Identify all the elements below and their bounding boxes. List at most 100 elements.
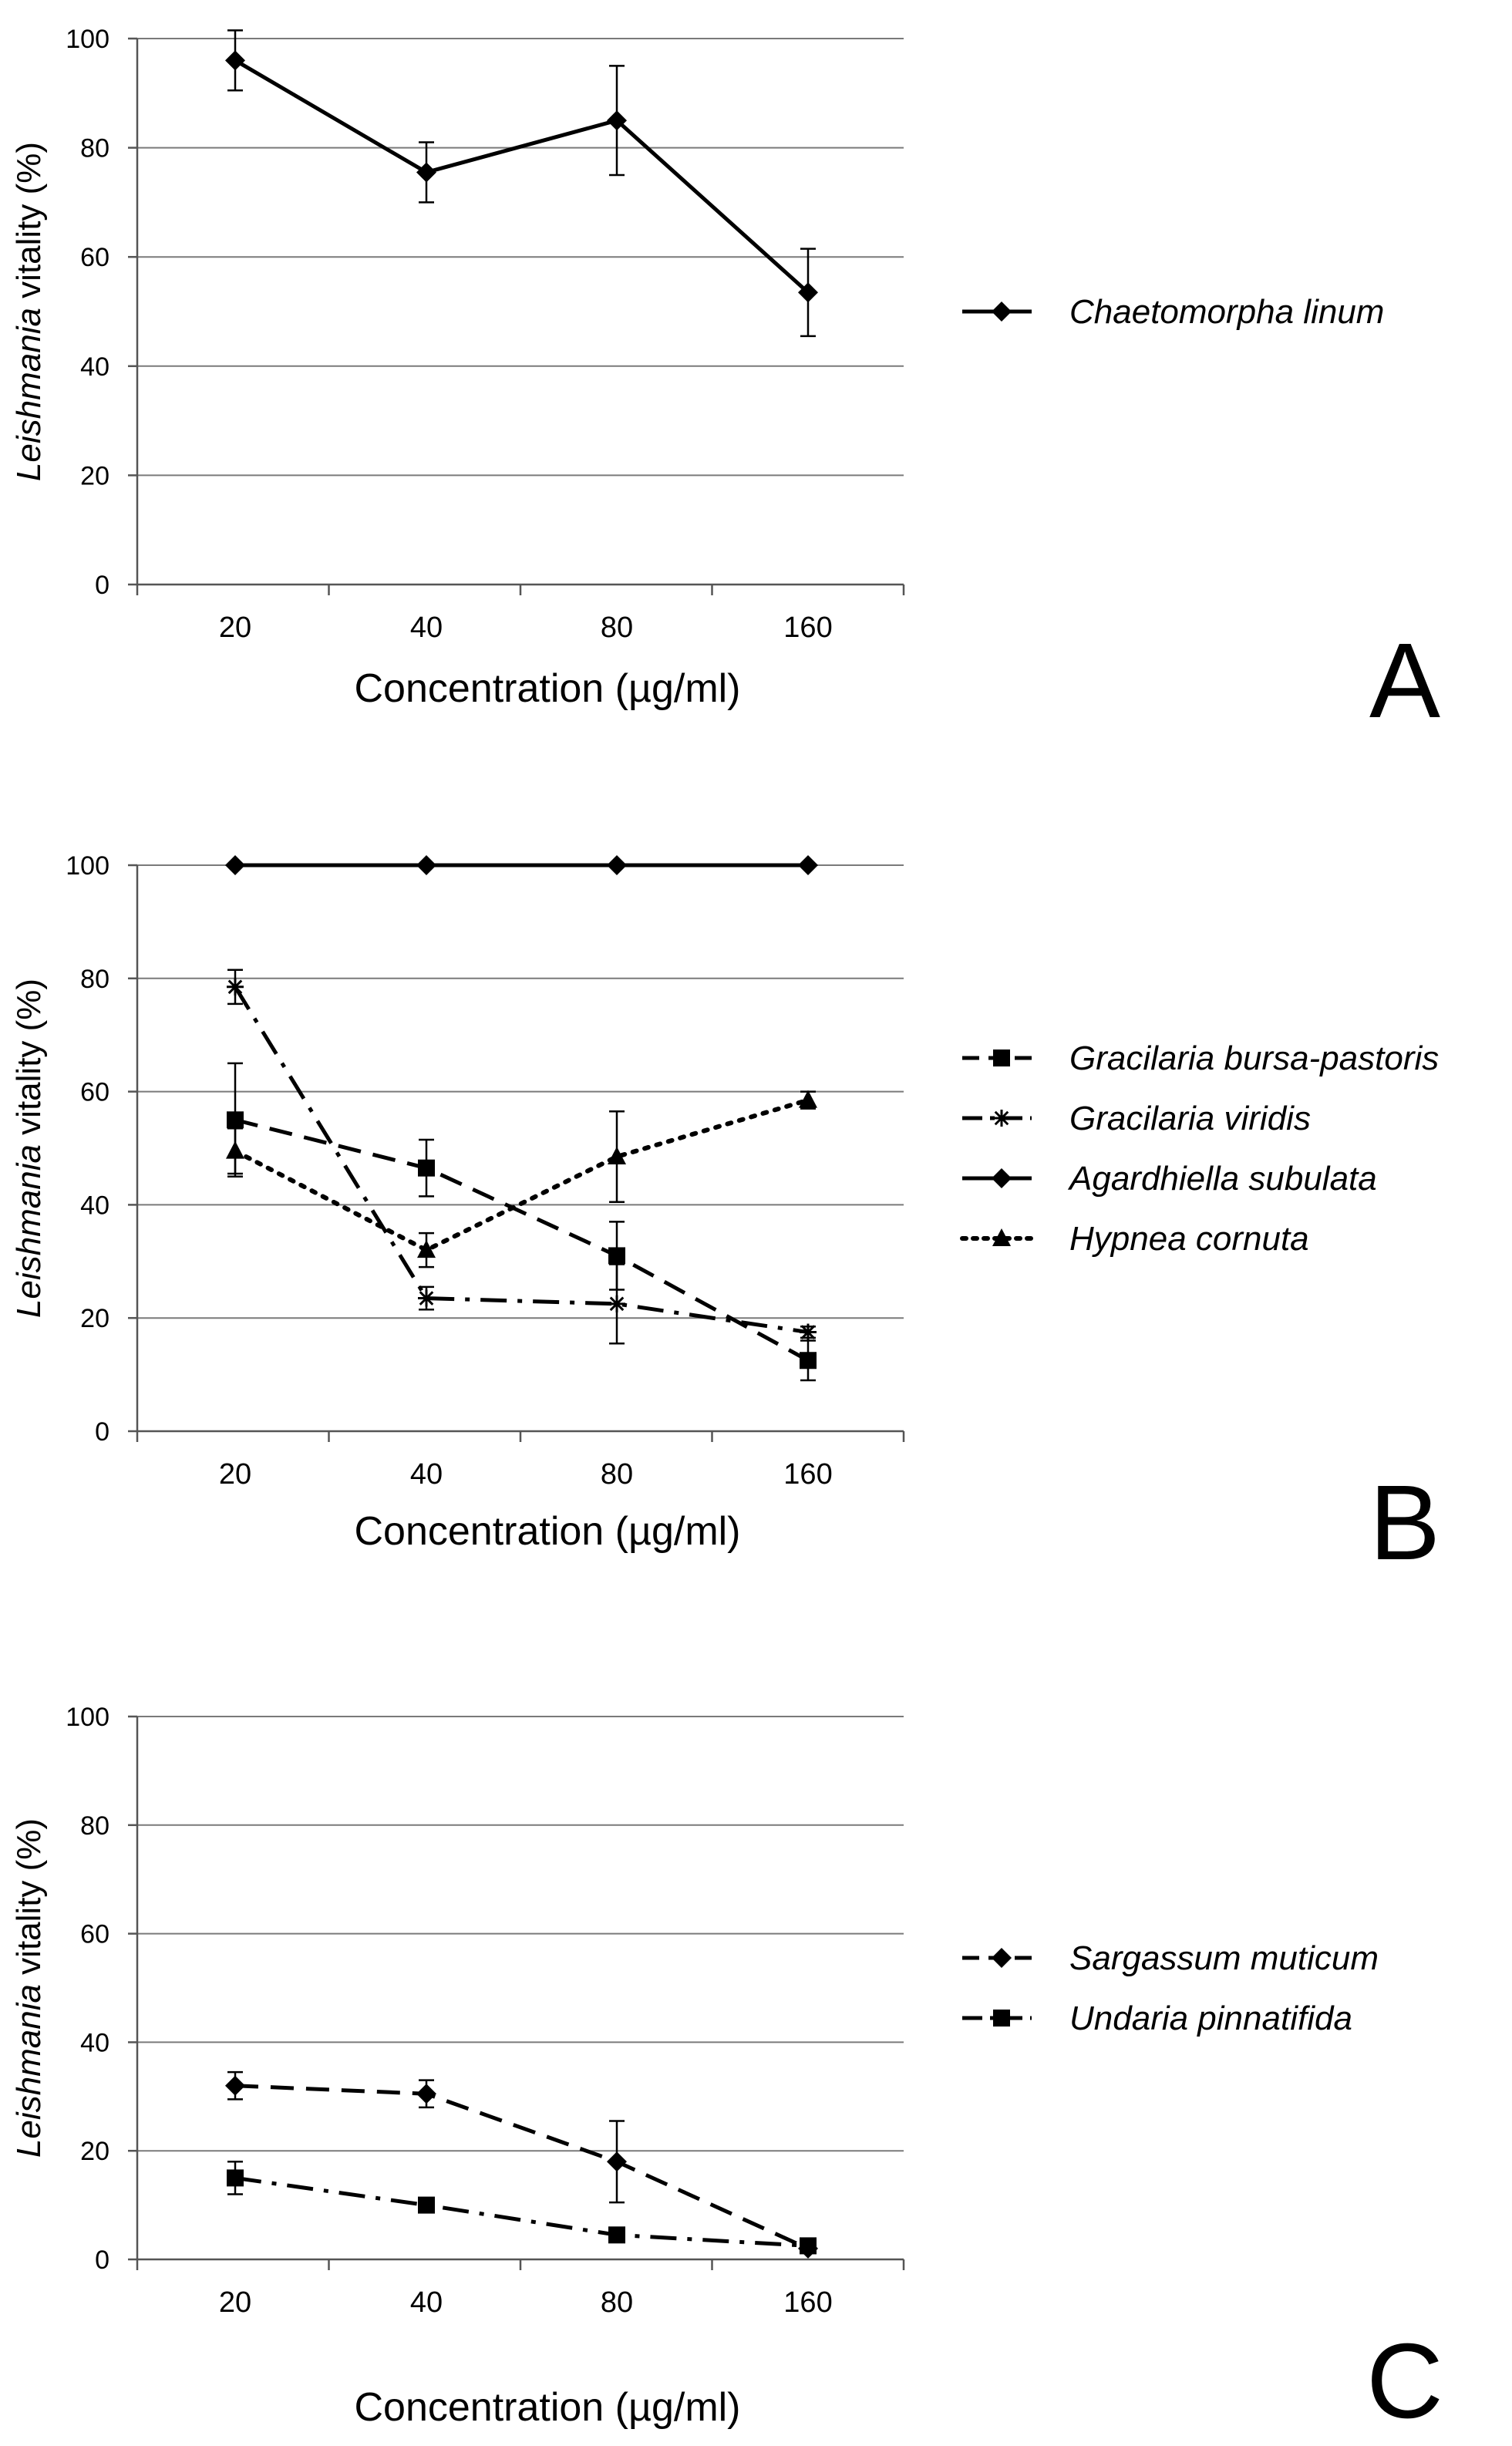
data-point xyxy=(607,110,627,131)
data-point xyxy=(416,162,436,183)
series-line xyxy=(234,59,810,295)
legend-swatch-marker xyxy=(992,1228,1011,1246)
data-point xyxy=(800,1352,817,1370)
x-tick-label: 160 xyxy=(783,1458,832,1491)
legend-swatch-marker xyxy=(992,1168,1012,1188)
panel-label: A xyxy=(1369,622,1440,740)
y-tick-label: 60 xyxy=(80,243,109,272)
legend-swatch-marker xyxy=(993,2010,1010,2027)
y-tick-label: 100 xyxy=(66,851,109,881)
legend-item: Agardhiella subulata xyxy=(962,1160,1377,1198)
data-point xyxy=(227,2169,244,2187)
y-tick-label: 40 xyxy=(80,1191,109,1220)
panel-label: B xyxy=(1369,1464,1440,1582)
legend-label: Sargassum muticum xyxy=(1069,1939,1379,1977)
legend-label: Undaria pinnatifida xyxy=(1069,2000,1352,2037)
legend-item: Chaetomorpha linum xyxy=(962,293,1384,331)
x-tick-label: 80 xyxy=(601,2286,633,2319)
data-point xyxy=(800,1323,817,1341)
series-undaria-pinnatifida xyxy=(227,2161,817,2255)
data-point xyxy=(799,1090,817,1108)
y-tick-label: 60 xyxy=(80,1078,109,1107)
y-tick-label: 80 xyxy=(80,134,109,163)
data-point xyxy=(227,1111,244,1129)
x-tick-label: 80 xyxy=(601,612,633,644)
legend-swatch-marker xyxy=(993,1049,1010,1066)
series-line xyxy=(233,1097,810,1253)
legend-label: Gracilaria viridis xyxy=(1069,1100,1311,1137)
data-point xyxy=(226,1140,244,1159)
data-point xyxy=(225,855,245,875)
data-point xyxy=(608,2226,625,2244)
y-tick-label: 20 xyxy=(80,2137,109,2166)
x-tick-label: 40 xyxy=(410,612,443,644)
legend-item: Hypnea cornuta xyxy=(960,1220,1309,1258)
series-line xyxy=(234,2175,809,2248)
x-tick-label: 80 xyxy=(601,1458,633,1491)
legend-swatch-marker xyxy=(992,1948,1012,1968)
y-tick-label: 0 xyxy=(95,2246,109,2275)
x-tick-label: 20 xyxy=(219,1458,251,1491)
data-point xyxy=(608,1295,625,1312)
x-tick-label: 20 xyxy=(219,2286,251,2319)
panel-label: C xyxy=(1366,2322,1443,2441)
x-tick-label: 160 xyxy=(783,612,832,644)
y-axis-label: Leishmania vitality (%) xyxy=(10,142,48,481)
y-tick-label: 0 xyxy=(95,1417,109,1447)
data-point xyxy=(798,855,818,875)
y-tick-label: 80 xyxy=(80,1811,109,1841)
series-agardhiella-subulata xyxy=(225,855,818,875)
series-chaetomorpha-linum xyxy=(225,29,818,338)
y-tick-label: 100 xyxy=(66,25,109,54)
legend-item: Undaria pinnatifida xyxy=(962,2000,1352,2037)
legend-item: Sargassum muticum xyxy=(962,1939,1379,1977)
legend-label: Hypnea cornuta xyxy=(1069,1220,1309,1258)
y-tick-label: 100 xyxy=(66,1703,109,1732)
y-tick-label: 20 xyxy=(80,1304,109,1333)
series-sargassum-muticum xyxy=(225,2070,818,2259)
data-point xyxy=(225,50,245,71)
x-tick-label: 20 xyxy=(219,612,251,644)
y-tick-label: 80 xyxy=(80,965,109,994)
data-point xyxy=(418,2196,435,2214)
x-axis-label: Concentration (µg/ml) xyxy=(354,2385,740,2430)
legend-swatch-marker xyxy=(993,1110,1010,1127)
y-axis-label: Leishmania vitality (%) xyxy=(10,1818,48,2158)
data-point xyxy=(608,1147,626,1165)
x-tick-label: 40 xyxy=(410,1458,443,1491)
series-hypnea-cornuta xyxy=(226,1090,817,1268)
data-point xyxy=(607,2151,627,2172)
y-axis-label: Leishmania vitality (%) xyxy=(10,979,48,1318)
legend-label: Agardhiella subulata xyxy=(1067,1160,1377,1198)
x-axis-label: Concentration (µg/ml) xyxy=(354,1509,740,1554)
series-gracilaria-viridis xyxy=(227,969,817,1345)
series-line xyxy=(234,2084,810,2251)
legend-swatch-marker xyxy=(992,302,1012,322)
chart-panel-c: 0 20 40 60 80 100 20 40 80 160 Leishmania vitality… xyxy=(10,1703,1443,2441)
series-line xyxy=(233,985,809,1335)
series-gracilaria-bursa-pastoris xyxy=(227,1062,817,1382)
data-point xyxy=(416,855,436,875)
series-line xyxy=(234,1117,810,1363)
y-tick-label: 20 xyxy=(80,461,109,490)
data-point xyxy=(800,2237,817,2255)
legend-item: Gracilaria viridis xyxy=(962,1100,1311,1137)
data-point xyxy=(798,282,818,303)
data-point xyxy=(417,1240,436,1258)
data-point xyxy=(416,2084,436,2104)
data-point xyxy=(225,2075,245,2096)
legend-label: Gracilaria bursa-pastoris xyxy=(1069,1039,1439,1077)
x-tick-label: 160 xyxy=(783,2286,832,2319)
x-tick-label: 40 xyxy=(410,2286,443,2319)
chart-panel-a: 0 20 40 60 80 100 20 40 80 160 Leishmania vitality… xyxy=(10,25,1440,740)
y-tick-label: 60 xyxy=(80,1920,109,1949)
data-point xyxy=(227,978,244,996)
legend-item: Gracilaria bursa-pastoris xyxy=(962,1039,1439,1077)
data-point xyxy=(607,855,627,875)
y-tick-label: 40 xyxy=(80,352,109,382)
data-point xyxy=(608,1247,625,1265)
y-tick-label: 0 xyxy=(95,571,109,600)
chart-panel-b: 0 20 40 60 80 100 20 40 80 160 Leishmania vitality… xyxy=(10,851,1440,1582)
y-tick-label: 40 xyxy=(80,2028,109,2057)
